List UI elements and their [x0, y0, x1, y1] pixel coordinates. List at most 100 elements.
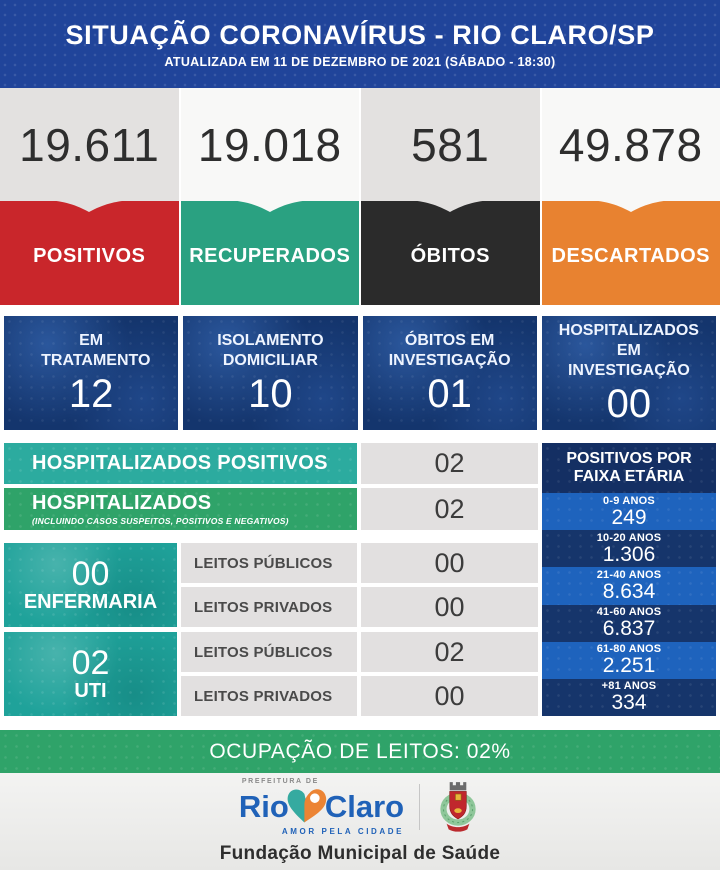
status-value: 10	[248, 371, 293, 416]
row-label-bar: HOSPITALIZADOS POSITIVOS	[4, 443, 357, 484]
hospitalized-total-row: HOSPITALIZADOS (INCLUINDO CASOS SUSPEITO…	[4, 488, 538, 530]
uti-summary: 02 UTI	[4, 632, 177, 716]
bed-label: LEITOS PRIVADOS	[181, 676, 357, 716]
row-label: HOSPITALIZADOS POSITIVOS	[32, 452, 328, 474]
logo-tagline: AMOR PELA CIDADE	[281, 827, 405, 836]
status-box-hospitalizados-investigacao: HOSPITALIZADOS EM INVESTIGAÇÃO 00	[541, 316, 716, 430]
obitos-label: ÓBITOS	[410, 244, 490, 267]
recuperados-count: 19.018	[197, 118, 342, 171]
card-value-area: 581	[361, 88, 540, 201]
hospital-grid: HOSPITALIZADOS POSITIVOS 02 HOSPITALIZAD…	[4, 443, 716, 717]
card-label-area: POSITIVOS	[0, 200, 179, 305]
bed-value: 02	[361, 632, 538, 672]
bed-label: LEITOS PRIVADOS	[181, 587, 357, 627]
prefeitura-label: PREFEITURA DE	[241, 778, 319, 785]
heart-pin-icon	[287, 789, 327, 823]
update-timestamp: ATUALIZADA EM 11 DE DEZEMBRO DE 2021 (SÁ…	[164, 54, 556, 69]
age-label: 10-20 ANOS	[596, 531, 662, 544]
age-label: +81 ANOS	[601, 680, 657, 693]
rio-claro-logo: PREFEITURA DE Rio Claro AMOR PELA CIDADE	[239, 778, 404, 836]
age-value: 249	[611, 505, 647, 529]
bed-row-privados: LEITOS PRIVADOS 00	[181, 676, 538, 716]
logo-rio-text: Rio	[238, 788, 289, 824]
enfermaria-block: 00 ENFERMARIA LEITOS PÚBLICOS 00 LEITOS …	[4, 543, 538, 627]
bed-occupancy-bar: OCUPAÇÃO DE LEITOS: 02%	[0, 730, 720, 773]
age-value: 2.251	[602, 654, 656, 678]
hospital-rows: HOSPITALIZADOS POSITIVOS 02 HOSPITALIZAD…	[4, 443, 538, 716]
row-label-bar: HOSPITALIZADOS (INCLUINDO CASOS SUSPEITO…	[4, 488, 357, 530]
card-notch	[46, 200, 133, 212]
status-box-em-tratamento: EM TRATAMENTO 12	[4, 316, 179, 430]
enfermaria-count: 00	[71, 554, 110, 593]
occupancy-text: OCUPAÇÃO DE LEITOS: 02%	[209, 739, 511, 763]
enfermaria-rows: LEITOS PÚBLICOS 00 LEITOS PRIVADOS 00	[181, 543, 538, 627]
bed-label: LEITOS PÚBLICOS	[181, 632, 357, 672]
card-notch	[407, 200, 494, 212]
status-label: ISOLAMENTO DOMICILIAR	[217, 331, 324, 369]
status-value: 01	[427, 371, 472, 416]
status-label: EM TRATAMENTO	[41, 331, 151, 369]
positivos-count: 19.611	[19, 118, 160, 171]
logo-divider	[419, 784, 421, 830]
status-boxes: EM TRATAMENTO 12 ISOLAMENTO DOMICILIAR 1…	[4, 316, 716, 430]
summary-card-obitos: 581 ÓBITOS	[359, 88, 540, 305]
age-label: 21-40 ANOS	[596, 568, 662, 581]
recuperados-label: RECUPERADOS	[189, 244, 351, 267]
positivos-label: POSITIVOS	[33, 244, 146, 267]
header: SITUAÇÃO CORONAVÍRUS - RIO CLARO/SP ATUA…	[0, 0, 720, 88]
card-value-area: 49.878	[541, 88, 720, 201]
summary-cards: 19.611 POSITIVOS 19.018 RECUPERADOS 581 …	[0, 88, 720, 305]
bed-value: 00	[361, 587, 538, 627]
age-row-21-40: 21-40 ANOS 8.634	[542, 567, 716, 605]
page-title: SITUAÇÃO CORONAVÍRUS - RIO CLARO/SP	[65, 19, 655, 50]
enfermaria-label: ENFERMARIA	[23, 591, 158, 614]
footer-org-name: Fundação Municipal de Saúde	[219, 843, 501, 864]
city-crest-icon	[440, 782, 476, 832]
age-row-81-plus: +81 ANOS 334	[542, 678, 716, 717]
card-value-area: 19.611	[0, 88, 179, 201]
age-distribution-panel: POSITIVOS POR FAIXA ETÁRIA 0-9 ANOS 249 …	[542, 443, 716, 717]
row-sublabel: (INCLUINDO CASOS SUSPEITOS, POSITIVOS E …	[32, 515, 289, 526]
row-label: HOSPITALIZADOS	[32, 491, 212, 514]
status-label: HOSPITALIZADOS EM INVESTIGAÇÃO	[558, 321, 699, 379]
logo-claro-text: Claro	[324, 788, 405, 824]
age-row-0-9: 0-9 ANOS 249	[542, 493, 716, 531]
summary-card-descartados: 49.878 DESCARTADOS	[539, 88, 720, 305]
status-value: 12	[68, 371, 114, 416]
card-value-area: 19.018	[180, 88, 359, 201]
card-label-area: ÓBITOS	[361, 200, 540, 305]
age-label: 61-80 ANOS	[596, 643, 662, 656]
bed-row-publicos: LEITOS PÚBLICOS 02	[181, 632, 538, 672]
enfermaria-summary: 00 ENFERMARIA	[4, 543, 177, 627]
age-label: 0-9 ANOS	[603, 494, 655, 507]
card-label-area: RECUPERADOS	[180, 200, 359, 305]
age-row-61-80: 61-80 ANOS 2.251	[542, 641, 716, 679]
status-value: 00	[606, 381, 652, 426]
bed-value: 00	[361, 676, 538, 716]
obitos-count: 581	[411, 118, 490, 171]
age-value: 1.306	[602, 542, 656, 566]
card-notch	[226, 200, 313, 212]
age-label: 41-60 ANOS	[596, 606, 662, 619]
row-value: 02	[361, 488, 538, 530]
age-value: 6.837	[602, 617, 656, 641]
uti-block: 02 UTI LEITOS PÚBLICOS 02 LEITOS PRIVADO…	[4, 632, 538, 716]
row-value: 02	[361, 443, 538, 484]
uti-count: 02	[71, 643, 110, 682]
age-value: 8.634	[602, 579, 656, 603]
summary-card-recuperados: 19.018 RECUPERADOS	[178, 88, 359, 305]
card-notch	[587, 200, 674, 212]
age-panel-title: POSITIVOS POR FAIXA ETÁRIA	[542, 443, 716, 493]
status-label: ÓBITOS EM INVESTIGAÇÃO	[388, 331, 511, 369]
age-row-10-20: 10-20 ANOS 1.306	[542, 530, 716, 568]
summary-card-positivos: 19.611 POSITIVOS	[0, 88, 179, 305]
bed-label: LEITOS PÚBLICOS	[181, 543, 357, 583]
uti-rows: LEITOS PÚBLICOS 02 LEITOS PRIVADOS 00	[181, 632, 538, 716]
footer: PREFEITURA DE Rio Claro AMOR PELA CIDADE	[0, 773, 720, 870]
age-value: 334	[611, 691, 647, 715]
card-label-area: DESCARTADOS	[541, 200, 720, 305]
status-box-obitos-investigacao: ÓBITOS EM INVESTIGAÇÃO 01	[362, 316, 537, 430]
hospitalized-positivos-row: HOSPITALIZADOS POSITIVOS 02	[4, 443, 538, 484]
bed-value: 00	[361, 543, 538, 583]
